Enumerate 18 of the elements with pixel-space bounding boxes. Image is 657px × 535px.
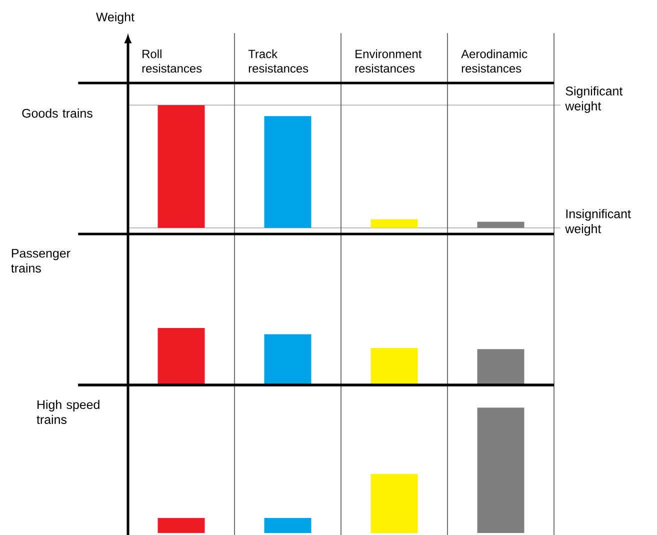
bar: [370, 348, 418, 386]
x-tick-label: Environment resistances: [355, 49, 422, 73]
ref-line-label: Significant weight: [565, 86, 623, 113]
bar: [264, 334, 312, 386]
y-axis-title: Weight: [96, 12, 134, 24]
bar: [158, 328, 205, 386]
chart-title: Goods trains: [22, 108, 92, 118]
bar: [477, 222, 524, 228]
x-tick-label: Track resistances: [248, 49, 308, 73]
bar: [477, 349, 524, 386]
bar: [264, 116, 312, 228]
ref-line-label: Insignificant weight: [565, 209, 631, 236]
chart-title: Passenger trains: [11, 248, 70, 273]
chart-title: High speed trains: [36, 400, 100, 424]
bar: [370, 219, 418, 228]
bar: [158, 105, 205, 228]
x-tick-label: Aerodinamic resistances: [461, 49, 528, 73]
x-tick-label: Roll resistances: [142, 49, 202, 73]
